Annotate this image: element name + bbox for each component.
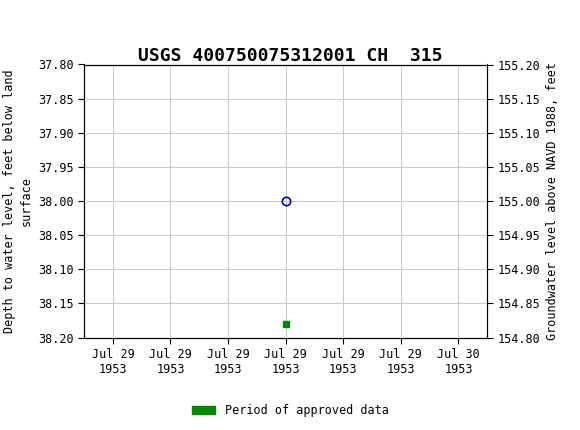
Y-axis label: Depth to water level, feet below land
surface: Depth to water level, feet below land su… bbox=[2, 69, 32, 333]
Text: USGS 400750075312001 CH  315: USGS 400750075312001 CH 315 bbox=[138, 47, 442, 65]
Text: ☰ USGS: ☰ USGS bbox=[8, 14, 85, 31]
Legend: Period of approved data: Period of approved data bbox=[187, 399, 393, 422]
Y-axis label: Groundwater level above NAVD 1988, feet: Groundwater level above NAVD 1988, feet bbox=[546, 62, 559, 340]
